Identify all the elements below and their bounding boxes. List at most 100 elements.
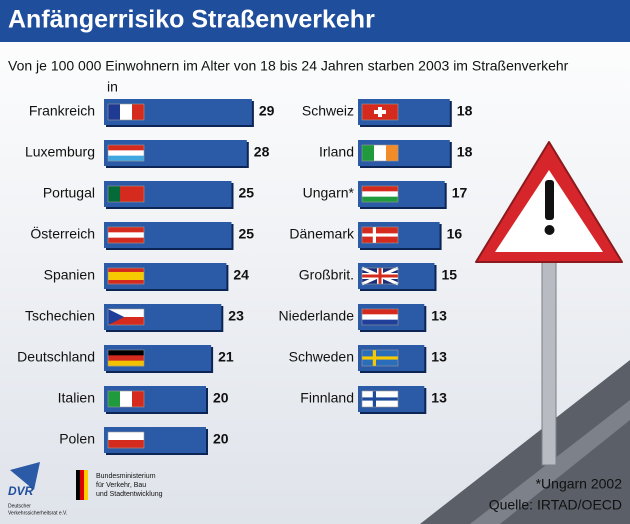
flag-part <box>108 355 144 361</box>
flag-part <box>362 196 398 203</box>
flag-part <box>108 186 121 202</box>
flag-part <box>362 191 398 197</box>
flag <box>361 103 399 121</box>
flag-part <box>374 110 386 114</box>
category-label: Irland <box>319 144 354 160</box>
logo-caption: Deutscher <box>8 503 31 509</box>
flag-border <box>107 144 145 162</box>
flag-part <box>132 391 145 407</box>
source: Quelle: IRTAD/OECD <box>489 497 622 513</box>
flag-part <box>108 104 121 120</box>
flag <box>361 185 399 203</box>
flag-part <box>362 233 398 237</box>
flag-part <box>108 237 144 244</box>
flag-part <box>108 391 121 407</box>
value-label: 17 <box>452 185 468 201</box>
flag-part <box>108 268 144 273</box>
subtitle: Von je 100 000 Einwohnern im Alter von 1… <box>8 58 569 74</box>
flag <box>361 308 399 326</box>
flag <box>107 431 145 449</box>
value-label: 18 <box>457 103 473 119</box>
flag-border <box>107 103 145 121</box>
category-label: Niederlande <box>279 308 355 324</box>
flag <box>361 144 399 162</box>
flag-part <box>108 309 125 325</box>
flag-part <box>108 432 144 441</box>
category-label: Großbrit. <box>299 267 354 283</box>
flag-part <box>120 391 133 407</box>
logo-caption: Verkehrssicherheitsrat e.V. <box>8 510 67 516</box>
category-label: Luxemburg <box>25 144 95 160</box>
flag-part <box>108 280 144 285</box>
flag-border <box>107 267 145 285</box>
flag-part <box>120 104 133 120</box>
flag <box>107 226 145 244</box>
flag-bar <box>84 470 88 500</box>
flag-border <box>107 390 145 408</box>
category-label: Schweden <box>289 349 354 365</box>
flag <box>361 226 399 244</box>
flag <box>361 390 399 408</box>
flag-part <box>108 232 144 238</box>
flag-bar <box>76 470 80 500</box>
chart-title: Anfängerrisiko Straßenverkehr <box>8 6 375 34</box>
value-label: 28 <box>254 144 270 160</box>
road <box>420 360 630 524</box>
flag-part <box>120 186 133 202</box>
value-label: 20 <box>213 431 229 447</box>
flag-border <box>361 308 399 326</box>
flag-part <box>362 319 398 326</box>
category-label: Österreich <box>30 225 95 242</box>
flag <box>107 390 145 408</box>
category-label: Spanien <box>44 267 95 283</box>
value-label: 15 <box>442 267 458 283</box>
flag <box>107 103 145 121</box>
flag-border <box>107 226 145 244</box>
flag-border <box>361 349 399 367</box>
value-label: 16 <box>447 226 463 242</box>
flag-border <box>107 349 145 367</box>
flag-border <box>361 185 399 203</box>
flag-part <box>132 186 145 202</box>
flag-border <box>361 144 399 162</box>
exclamation <box>545 180 554 220</box>
flag-part <box>108 155 144 162</box>
exclamation <box>544 225 555 235</box>
pole <box>541 249 557 466</box>
flag-part <box>362 274 398 278</box>
value-label: 25 <box>239 226 255 242</box>
value-label: 25 <box>239 185 255 201</box>
header <box>0 0 630 42</box>
value-label: 13 <box>431 308 447 324</box>
flag <box>107 349 145 367</box>
dvr-logo: DVR <box>8 484 34 498</box>
flag-part <box>108 145 144 151</box>
flag <box>107 267 145 285</box>
flag <box>107 185 145 203</box>
value-label: 24 <box>233 267 249 283</box>
dvr-logo <box>10 462 40 490</box>
flag-part <box>386 145 399 161</box>
value-label: 13 <box>431 349 447 365</box>
category-label: Tschechien <box>25 308 95 324</box>
logo-caption: und Stadtentwicklung <box>96 491 163 498</box>
flag-border <box>361 103 399 121</box>
flag-part <box>108 317 144 325</box>
flag-part <box>362 356 398 360</box>
flag-part <box>108 440 144 449</box>
flag-border <box>361 267 399 285</box>
category-label: Portugal <box>43 185 95 201</box>
category-label: Italien <box>58 390 95 406</box>
flag-border <box>107 431 145 449</box>
category-label: Dänemark <box>289 226 355 242</box>
footnote: *Ungarn 2002 <box>536 476 623 492</box>
flag-part <box>362 145 375 161</box>
logo-caption: für Verkehr, Bau <box>96 482 146 489</box>
flag <box>107 144 145 162</box>
flag-part <box>108 272 144 277</box>
flag <box>361 349 399 367</box>
flag-part <box>362 186 398 192</box>
category-label: Ungarn* <box>303 185 355 201</box>
value-label: 23 <box>228 308 244 324</box>
